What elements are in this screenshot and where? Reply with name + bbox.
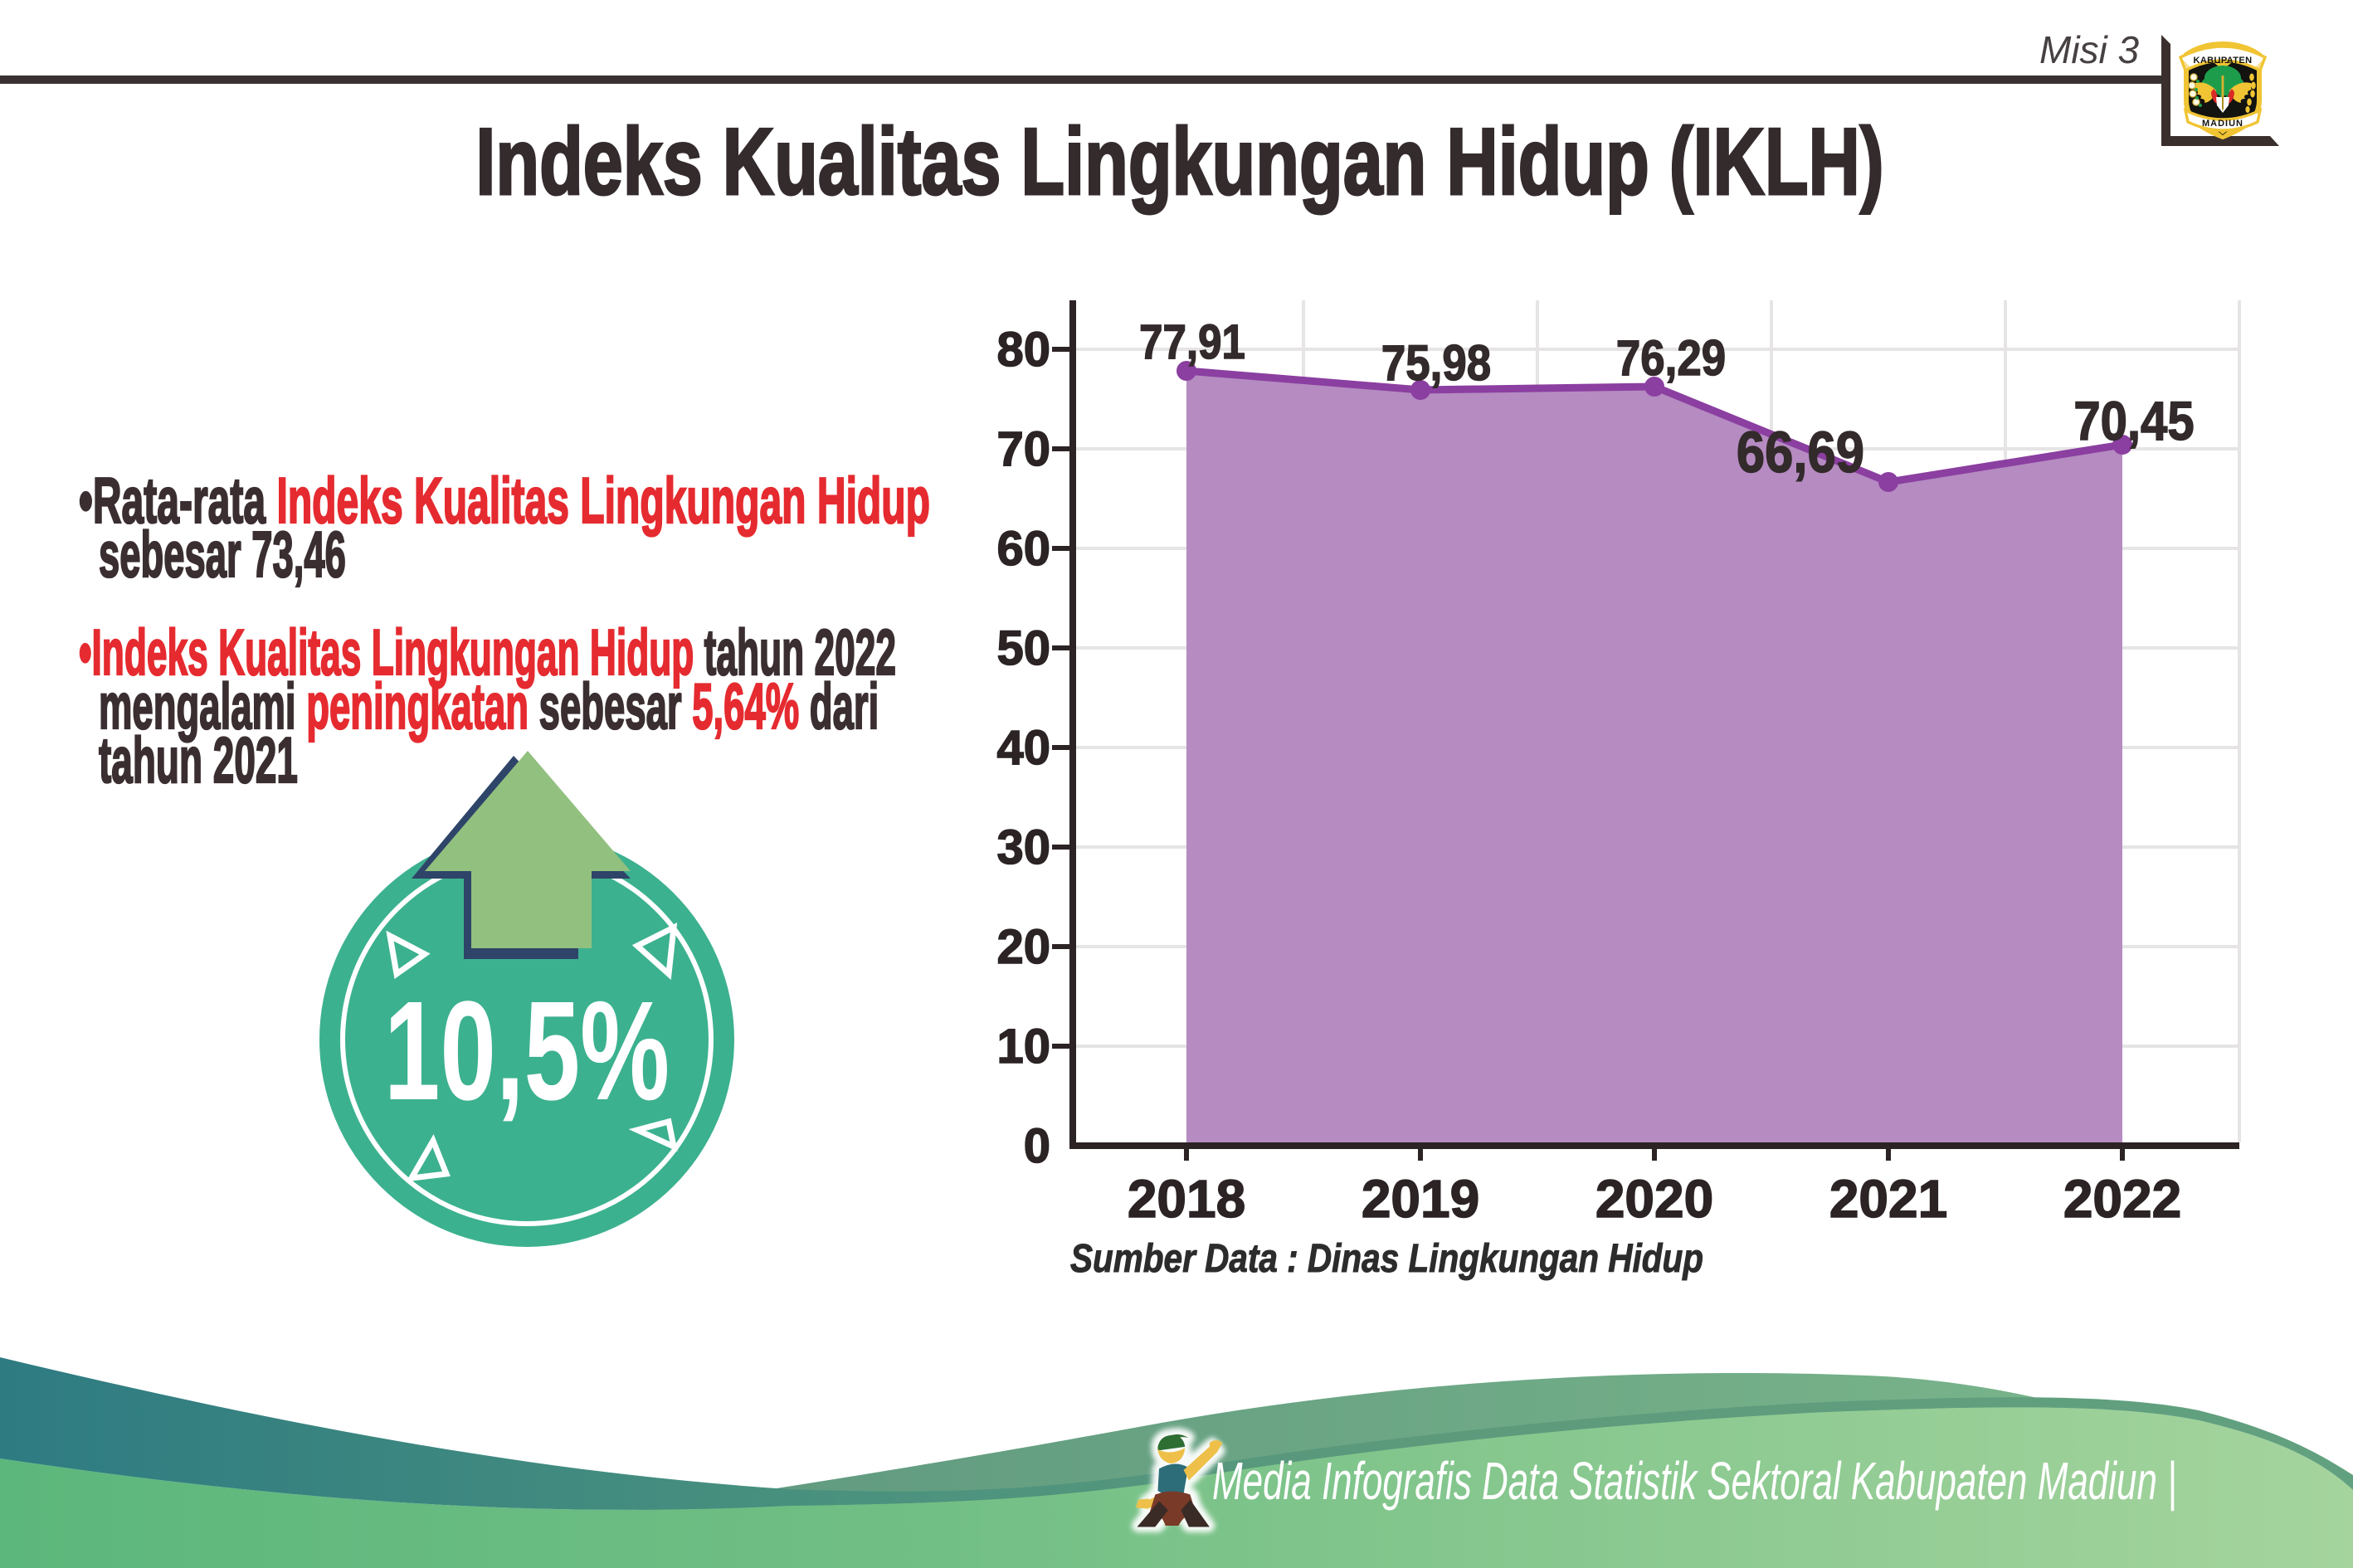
svg-text:KABUPATEN: KABUPATEN xyxy=(2193,56,2252,66)
svg-text:MADIUN: MADIUN xyxy=(2202,119,2243,129)
